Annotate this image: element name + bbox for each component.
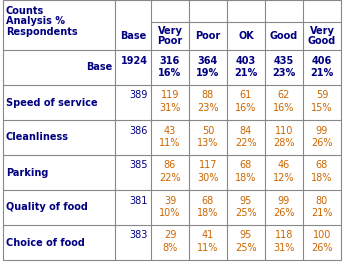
Text: 19%: 19% <box>197 68 220 78</box>
Text: 41: 41 <box>202 230 214 241</box>
Text: 18%: 18% <box>311 173 333 183</box>
Text: 99: 99 <box>316 125 328 135</box>
Text: 21%: 21% <box>234 68 258 78</box>
Text: 15%: 15% <box>311 103 333 113</box>
Text: 95: 95 <box>240 196 252 205</box>
Text: 29: 29 <box>164 230 176 241</box>
Text: 386: 386 <box>130 125 148 135</box>
Text: 316: 316 <box>160 55 180 65</box>
Text: 16%: 16% <box>158 68 182 78</box>
Text: 31%: 31% <box>159 103 181 113</box>
Text: 8%: 8% <box>162 243 178 253</box>
Text: Poor: Poor <box>157 36 183 46</box>
Text: 110: 110 <box>275 125 293 135</box>
Text: 383: 383 <box>130 230 148 241</box>
Text: 30%: 30% <box>197 173 219 183</box>
Text: 31%: 31% <box>273 243 295 253</box>
Text: 59: 59 <box>316 91 328 101</box>
Text: 68: 68 <box>316 161 328 171</box>
Text: 84: 84 <box>240 125 252 135</box>
Text: Base: Base <box>86 63 112 73</box>
Text: Very: Very <box>310 26 334 36</box>
Text: 28%: 28% <box>273 138 295 148</box>
Text: Very: Very <box>158 26 182 36</box>
Text: 119: 119 <box>161 91 179 101</box>
Text: 43: 43 <box>164 125 176 135</box>
Text: 11%: 11% <box>197 243 219 253</box>
Text: 26%: 26% <box>311 138 333 148</box>
Text: Analysis %: Analysis % <box>6 16 65 26</box>
Text: 26%: 26% <box>311 243 333 253</box>
Text: 435: 435 <box>274 55 294 65</box>
Text: 23%: 23% <box>197 103 219 113</box>
Text: 13%: 13% <box>197 138 219 148</box>
Text: 22%: 22% <box>235 138 257 148</box>
Text: Quality of food: Quality of food <box>6 202 88 213</box>
Text: 10%: 10% <box>159 208 181 218</box>
Text: 39: 39 <box>164 196 176 205</box>
Text: Parking: Parking <box>6 167 48 177</box>
Text: 61: 61 <box>240 91 252 101</box>
Text: Counts: Counts <box>6 6 44 16</box>
Text: 16%: 16% <box>235 103 257 113</box>
Text: 385: 385 <box>130 161 148 171</box>
Text: 95: 95 <box>240 230 252 241</box>
Text: Base: Base <box>120 31 146 41</box>
Text: 1924: 1924 <box>121 55 148 65</box>
Text: 21%: 21% <box>311 208 333 218</box>
Text: 80: 80 <box>316 196 328 205</box>
Text: Choice of food: Choice of food <box>6 238 85 248</box>
Text: Speed of service: Speed of service <box>6 97 98 107</box>
Text: 21%: 21% <box>310 68 334 78</box>
Text: 62: 62 <box>278 91 290 101</box>
Text: 16%: 16% <box>273 103 295 113</box>
Text: 389: 389 <box>130 91 148 101</box>
Text: 23%: 23% <box>272 68 295 78</box>
Text: 68: 68 <box>202 196 214 205</box>
Text: 50: 50 <box>202 125 214 135</box>
Text: 18%: 18% <box>235 173 257 183</box>
Text: 117: 117 <box>199 161 217 171</box>
Text: 12%: 12% <box>273 173 295 183</box>
Text: 381: 381 <box>130 196 148 205</box>
Text: 99: 99 <box>278 196 290 205</box>
Text: Good: Good <box>270 31 298 41</box>
Text: 364: 364 <box>198 55 218 65</box>
Text: Good: Good <box>308 36 336 46</box>
Text: 46: 46 <box>278 161 290 171</box>
Text: Respondents: Respondents <box>6 27 78 37</box>
Text: 68: 68 <box>240 161 252 171</box>
Text: 403: 403 <box>236 55 256 65</box>
Text: 11%: 11% <box>159 138 181 148</box>
Text: 25%: 25% <box>235 208 257 218</box>
Text: Poor: Poor <box>195 31 221 41</box>
Text: 18%: 18% <box>197 208 219 218</box>
Text: 26%: 26% <box>273 208 295 218</box>
Text: 100: 100 <box>313 230 331 241</box>
Text: 22%: 22% <box>159 173 181 183</box>
Text: 86: 86 <box>164 161 176 171</box>
Text: 88: 88 <box>202 91 214 101</box>
Text: 406: 406 <box>312 55 332 65</box>
Text: 25%: 25% <box>235 243 257 253</box>
Text: OK: OK <box>238 31 254 41</box>
Text: Cleanliness: Cleanliness <box>6 133 69 143</box>
Text: 118: 118 <box>275 230 293 241</box>
